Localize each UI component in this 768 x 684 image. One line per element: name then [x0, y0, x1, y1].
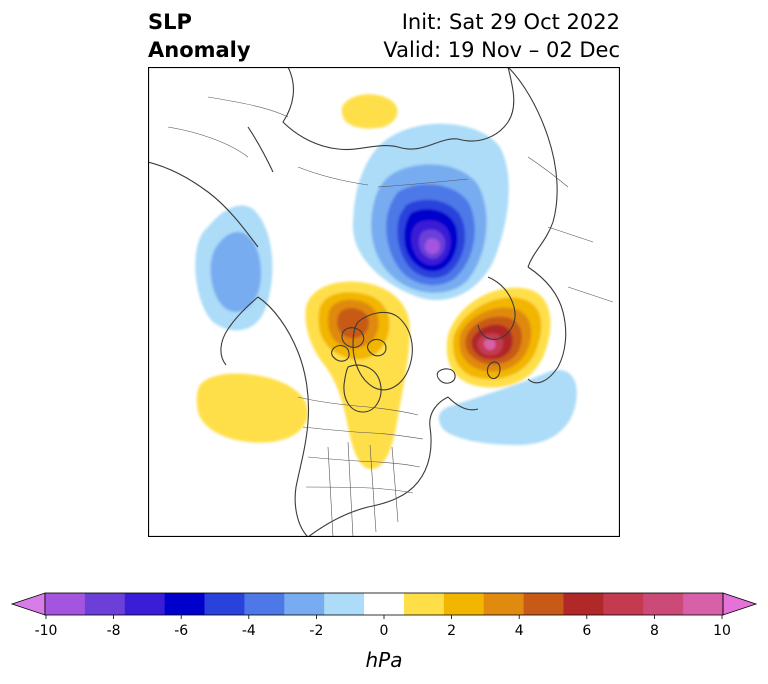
colorbar-bin: [483, 593, 525, 615]
date-info: Init: Sat 29 Oct 2022 Valid: 19 Nov – 02…: [383, 8, 620, 64]
init-date: Init: Sat 29 Oct 2022: [401, 10, 620, 34]
colorbar-tick-label: 6: [582, 623, 591, 639]
colorbar-tick-label: -6: [174, 623, 188, 639]
colorbar-bin: [603, 593, 644, 615]
political-borders: [167, 96, 614, 537]
anomaly-high-nw-canada: [305, 281, 410, 470]
colorbar-tick-label: -8: [107, 623, 121, 639]
title-line-1: SLP: [148, 10, 192, 34]
colorbar-bin: [443, 593, 485, 615]
colorbar-bin: [683, 593, 724, 615]
colorbar-swatches: [10, 592, 758, 616]
colorbar-tick-label: -4: [242, 623, 256, 639]
colorbar-tick-label: 0: [380, 623, 389, 639]
anomaly-high-pacific: [196, 373, 308, 443]
anomaly-low-atlantic: [438, 370, 577, 445]
anomaly-low-arctic: [353, 123, 509, 301]
colorbar-extend-high: [722, 592, 758, 616]
colorbar-bin: [643, 593, 684, 615]
colorbar-tick-label: 4: [515, 623, 524, 639]
colorbar-unit: hPa: [366, 648, 403, 672]
colorbar-bin: [124, 593, 166, 615]
colorbar-tick-label: -2: [309, 623, 323, 639]
valid-range: Valid: 19 Nov – 02 Dec: [383, 38, 620, 62]
colorbar-bin: [204, 593, 245, 615]
anomaly-high-ural: [341, 94, 398, 129]
title-line-2: Anomaly: [148, 38, 251, 62]
colorbar-bin: [523, 593, 564, 615]
anomaly-low-gulf-of-alaska: [195, 205, 273, 331]
colorbar-tick-label: 8: [650, 623, 659, 639]
anomaly-shading: [195, 94, 577, 470]
colorbar-tick-label: 2: [447, 623, 456, 639]
colorbar-bin: [364, 593, 405, 615]
colorbar-tick-label: 10: [713, 623, 731, 639]
colorbar-bin: [563, 593, 604, 615]
colorbar-bin: [244, 593, 285, 615]
colorbar-ticks: -10 -8 -6 -4 -2 0 2 4 6 8 10: [35, 615, 731, 639]
map-frame: [148, 67, 620, 537]
colorbar-bin: [284, 593, 325, 615]
colorbar-bin: [84, 593, 126, 615]
map-panel: [148, 67, 620, 537]
colorbar-tick-label: -10: [35, 623, 58, 639]
colorbar-extend-low: [10, 592, 46, 616]
colorbar-bin: [403, 593, 445, 615]
colorbar-bin: [45, 593, 86, 615]
coastlines: [148, 67, 567, 537]
colorbar: -10 -8 -6 -4 -2 0 2 4 6 8 10 hPa: [10, 592, 758, 672]
map-title: SLP Anomaly: [148, 8, 251, 64]
colorbar-bin: [324, 593, 365, 615]
colorbar-bin: [164, 593, 206, 615]
